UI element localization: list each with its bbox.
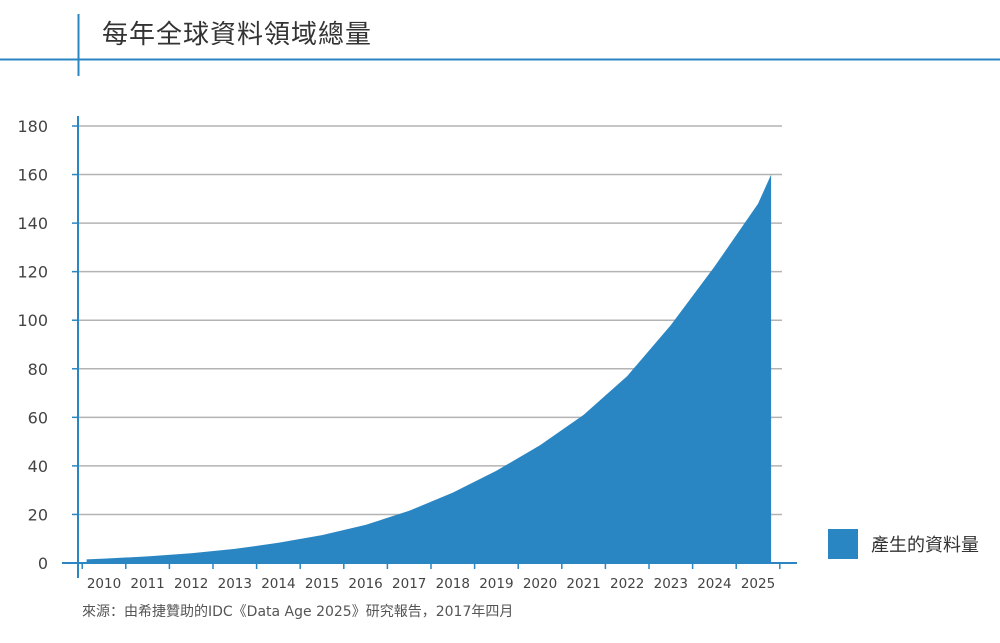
x-tick-label: 2011	[130, 576, 164, 592]
y-tick-label: 40	[28, 457, 48, 476]
y-tick-label: 140	[17, 214, 48, 233]
x-tick-labels: 2010 2011 2012 2013 2014 2015 2016 2017 2018 2019…	[87, 576, 775, 592]
y-tick-label: 120	[17, 263, 48, 282]
page-title: 每年全球資料領域總量	[102, 20, 373, 50]
y-tick-label: 60	[28, 408, 48, 427]
y-tick-labels: 0 20 40 60 80 100 120 140 160 180	[17, 117, 48, 573]
source-note: 來源：由希捷贊助的IDC《Data Age 2025》研究報告，2017年四月	[82, 604, 514, 620]
y-tick-label: 180	[17, 117, 48, 136]
x-tick-label: 2018	[436, 576, 470, 592]
y-tick-label: 100	[17, 311, 48, 330]
x-tick-label: 2010	[87, 576, 121, 592]
x-tick-label: 2012	[174, 576, 208, 592]
x-tick-label: 2013	[218, 576, 252, 592]
x-tick-label: 2017	[392, 576, 426, 592]
x-tick-label: 2025	[741, 576, 775, 592]
x-tick-label: 2014	[261, 576, 295, 592]
axes	[62, 116, 797, 578]
y-tick-label: 160	[17, 166, 48, 185]
x-tick-label: 2016	[348, 576, 382, 592]
area-series	[86, 174, 772, 563]
x-tick-label: 2023	[654, 576, 688, 592]
legend-label: 產生的資料量	[871, 535, 979, 556]
x-tick-label: 2019	[479, 576, 513, 592]
x-tick-label: 2022	[610, 576, 644, 592]
x-tick-label: 2020	[523, 576, 557, 592]
y-tick-label: 20	[28, 505, 48, 524]
x-tick-label: 2024	[697, 576, 731, 592]
y-tick-label: 80	[28, 360, 48, 379]
x-tick-label: 2015	[305, 576, 339, 592]
legend-swatch	[828, 529, 858, 559]
area-fill-series-0	[86, 174, 772, 563]
y-tick-label: 0	[38, 554, 48, 573]
legend: 產生的資料量	[828, 529, 979, 559]
x-tick-label: 2021	[566, 576, 600, 592]
